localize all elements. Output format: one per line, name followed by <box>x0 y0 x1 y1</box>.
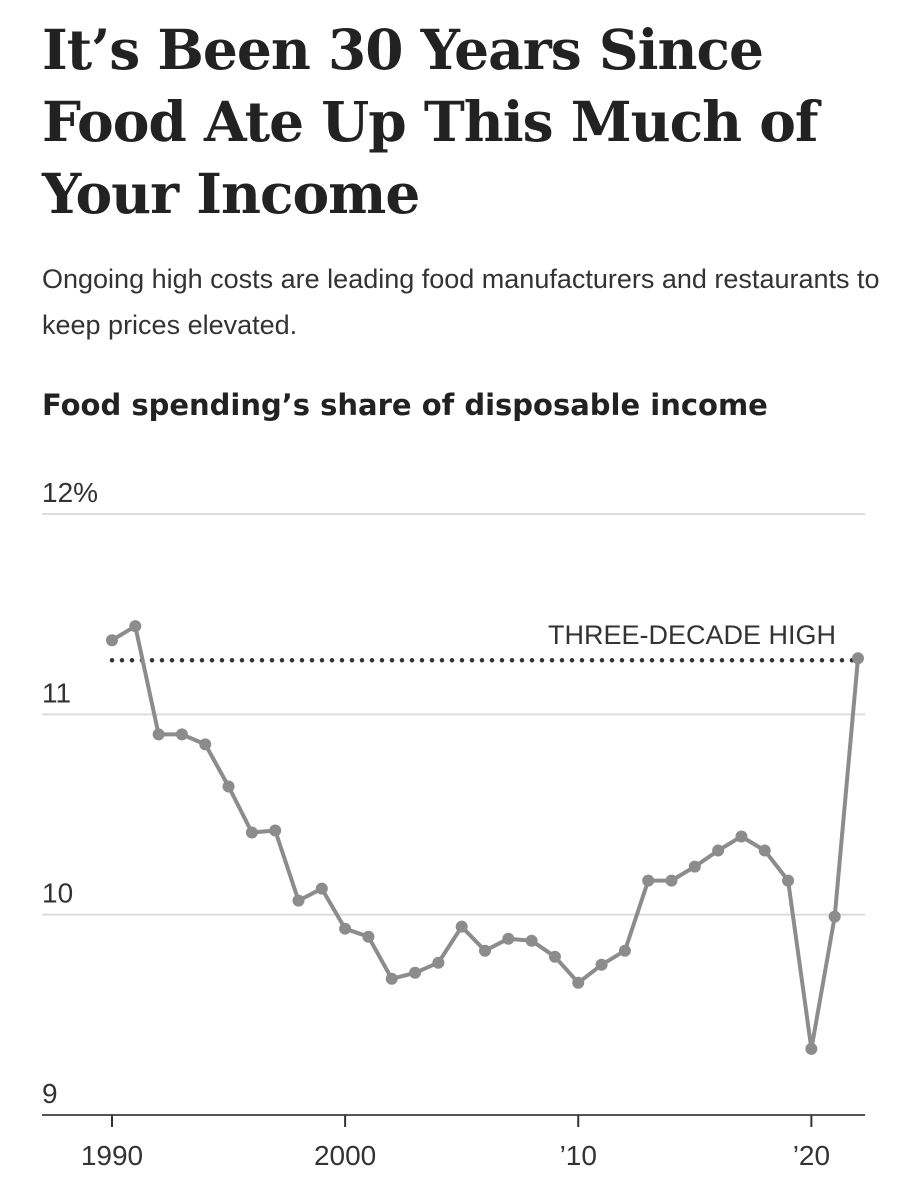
data-point <box>758 844 771 857</box>
reference-layer: THREE-DECADE HIGH <box>109 620 861 663</box>
data-point <box>339 922 352 935</box>
dek: Ongoing high costs are leading food manu… <box>42 264 880 340</box>
data-point <box>805 1042 818 1055</box>
headline: It’s Been 30 Years Since Food Ate Up Thi… <box>42 17 819 226</box>
y-tick-label: 12% <box>42 477 98 508</box>
data-point <box>269 824 282 837</box>
data-point <box>642 874 655 887</box>
data-point <box>315 882 328 895</box>
data-point <box>362 930 375 943</box>
data-point <box>129 620 142 633</box>
chart-title: Food spending’s share of disposable inco… <box>42 388 768 422</box>
x-tick-label: ’20 <box>793 1140 830 1171</box>
data-point <box>502 932 515 945</box>
x-tick-label: 1990 <box>81 1140 143 1171</box>
y-tick-label: 11 <box>42 677 71 708</box>
data-point <box>106 634 118 647</box>
y-tick-label: 10 <box>42 878 73 909</box>
data-point <box>688 860 701 873</box>
data-point <box>782 874 795 887</box>
data-point <box>828 910 841 923</box>
line-chart: 12% 11 10 9 THREE-DECADE HIGH 1990 2000 ’10 ’2… <box>42 477 865 1171</box>
data-point <box>525 934 538 947</box>
data-point <box>432 956 445 969</box>
data-point <box>292 894 305 907</box>
data-point <box>455 920 468 933</box>
data-point <box>712 844 725 857</box>
x-tick-label: 2000 <box>314 1140 376 1171</box>
x-tick-label: ’10 <box>560 1140 597 1171</box>
data-point <box>245 826 258 839</box>
y-tick-label: 9 <box>42 1078 58 1109</box>
data-point <box>152 728 165 741</box>
data-point <box>175 728 188 741</box>
data-point <box>479 944 491 957</box>
x-axis: 1990 2000 ’10 ’20 <box>81 1115 830 1171</box>
data-point <box>548 950 561 963</box>
data-point <box>222 780 235 793</box>
data-point <box>665 874 678 887</box>
data-point <box>735 830 748 843</box>
data-point <box>595 958 608 971</box>
data-point <box>572 976 585 989</box>
data-point <box>852 652 864 665</box>
data-point <box>199 738 212 751</box>
data-point <box>385 972 398 985</box>
series-layer <box>106 620 864 1055</box>
grid-layer: 12% 11 10 9 <box>42 477 865 1116</box>
data-point <box>409 966 422 979</box>
reference-line-label: THREE-DECADE HIGH <box>548 620 836 650</box>
data-point <box>618 944 631 957</box>
